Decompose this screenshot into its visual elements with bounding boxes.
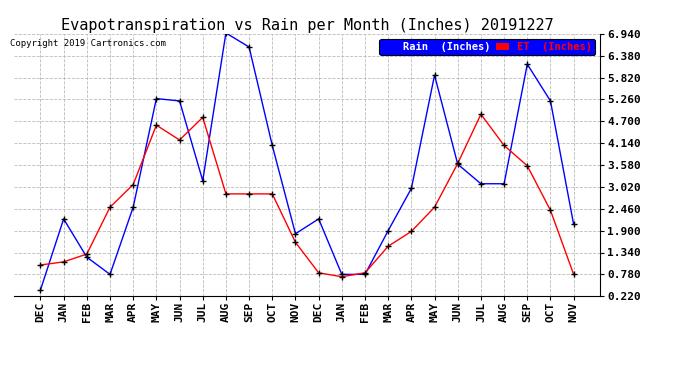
- Legend: Rain  (Inches), ET  (Inches): Rain (Inches), ET (Inches): [380, 39, 595, 55]
- Title: Evapotranspiration vs Rain per Month (Inches) 20191227: Evapotranspiration vs Rain per Month (In…: [61, 18, 553, 33]
- Text: Copyright 2019 Cartronics.com: Copyright 2019 Cartronics.com: [10, 39, 166, 48]
